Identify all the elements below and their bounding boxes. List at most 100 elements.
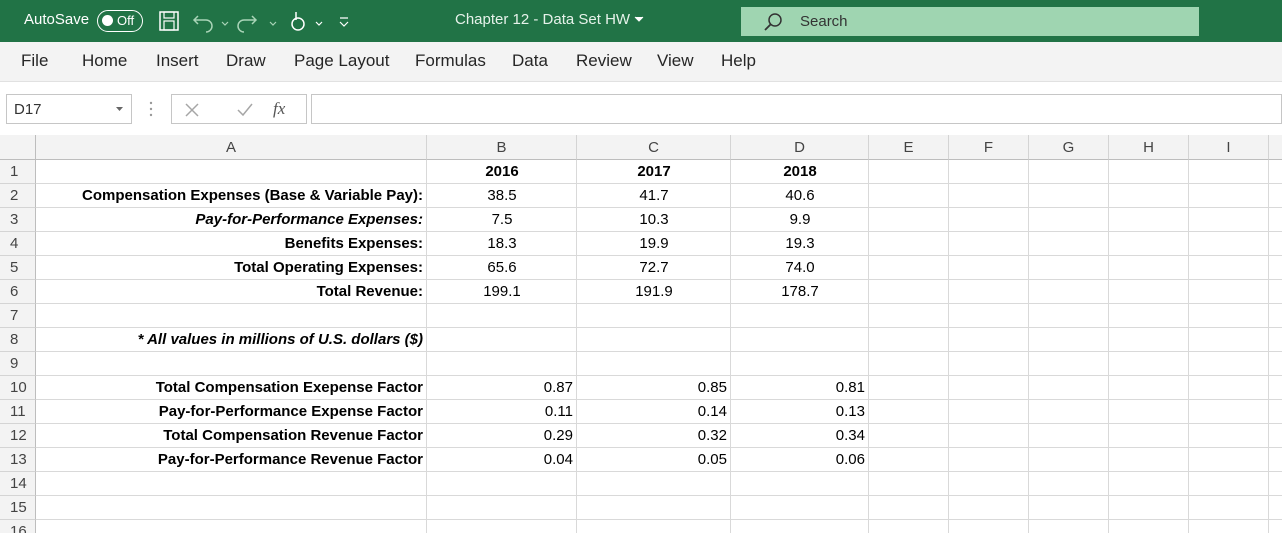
row-header[interactable]: 11 (0, 400, 36, 424)
row-header[interactable]: 8 (0, 328, 36, 352)
cell[interactable]: 74.0 (785, 259, 815, 276)
cell[interactable]: 0.13 (835, 403, 865, 420)
cell[interactable]: 0.04 (543, 451, 573, 468)
ribbon-tab[interactable]: Help (721, 51, 756, 70)
cell[interactable]: 0.06 (835, 451, 865, 468)
row-header[interactable]: 14 (0, 472, 36, 496)
cell[interactable]: Total Revenue: (316, 283, 423, 300)
row-header[interactable]: 10 (0, 376, 36, 400)
search-placeholder: Search (800, 13, 848, 30)
row-header[interactable]: 12 (0, 424, 36, 448)
cell[interactable]: Total Compensation Exepense Factor (155, 379, 423, 396)
cell[interactable]: 41.7 (639, 187, 669, 204)
column-gridline (1268, 160, 1269, 533)
cell[interactable]: 0.34 (835, 427, 865, 444)
cell[interactable]: 0.85 (697, 379, 727, 396)
cell[interactable]: 19.9 (639, 235, 669, 252)
document-title[interactable]: Chapter 12 - Data Set HW (455, 11, 631, 28)
row-gridline (36, 207, 1282, 208)
cell[interactable]: Total Compensation Revenue Factor (163, 427, 423, 444)
cell[interactable]: 7.5 (491, 211, 513, 228)
ribbon-tab[interactable]: Home (82, 51, 128, 70)
toggle-state: Off (117, 13, 135, 28)
column-header[interactable]: D (731, 135, 869, 160)
cell[interactable]: 10.3 (639, 211, 669, 228)
cell[interactable]: 38.5 (487, 187, 517, 204)
cell[interactable]: Pay-for-Performance Expenses: (195, 211, 423, 228)
row-gridline (36, 231, 1282, 232)
cell[interactable]: * All values in millions of U.S. dollars… (137, 331, 423, 348)
search-box[interactable]: Search (741, 7, 1199, 36)
cell[interactable]: 18.3 (487, 235, 517, 252)
ribbon-tab[interactable]: Insert (156, 51, 199, 70)
name-box[interactable]: D17 (6, 94, 132, 124)
row-header[interactable]: 6 (0, 280, 36, 304)
row-gridline (36, 183, 1282, 184)
column-gridline (868, 160, 869, 533)
row-gridline (36, 399, 1282, 400)
cell[interactable]: Pay-for-Performance Revenue Factor (157, 451, 423, 468)
row-header[interactable]: 9 (0, 352, 36, 376)
cell[interactable]: 0.11 (544, 403, 573, 420)
cell[interactable]: 191.9 (635, 283, 673, 300)
column-header[interactable]: G (1029, 135, 1109, 160)
quick-access-icons (159, 11, 349, 33)
column-gridline (576, 160, 577, 533)
cell[interactable]: 2018 (783, 163, 817, 180)
cell[interactable]: 2017 (637, 163, 671, 180)
row-header[interactable]: 1 (0, 160, 36, 184)
column-gridline (426, 160, 427, 533)
cell[interactable]: Pay-for-Performance Expense Factor (158, 403, 423, 420)
column-header[interactable]: F (949, 135, 1029, 160)
cell[interactable]: 2016 (485, 163, 519, 180)
cell[interactable]: 9.9 (789, 211, 811, 228)
cell[interactable]: 72.7 (639, 259, 669, 276)
ribbon-tab[interactable]: Draw (226, 51, 266, 70)
cell[interactable]: 0.87 (543, 379, 573, 396)
ribbon-tab[interactable]: Formulas (415, 51, 486, 70)
insert-function[interactable]: fx (273, 99, 286, 118)
cell[interactable]: 19.3 (785, 235, 815, 252)
column-header[interactable]: A (36, 135, 427, 160)
column-header-filler (1269, 135, 1282, 160)
row-header[interactable]: 4 (0, 232, 36, 256)
cell[interactable]: 199.1 (483, 283, 521, 300)
row-header[interactable]: 2 (0, 184, 36, 208)
cell[interactable]: Compensation Expenses (Base & Variable P… (82, 187, 423, 204)
formula-input[interactable] (311, 94, 1282, 124)
cell[interactable]: 0.32 (697, 427, 727, 444)
ribbon-tab[interactable]: Page Layout (294, 51, 390, 70)
column-header[interactable]: I (1189, 135, 1269, 160)
row-header[interactable]: 15 (0, 496, 36, 520)
ribbon-tab[interactable]: View (657, 51, 694, 70)
cell[interactable]: Total Operating Expenses: (234, 259, 423, 276)
ribbon-tab[interactable]: Data (512, 51, 548, 70)
ribbon-tab[interactable]: File (21, 51, 49, 70)
formula-bar-grip (149, 101, 153, 117)
row-header[interactable]: 5 (0, 256, 36, 280)
row-header[interactable]: 7 (0, 304, 36, 328)
column-gridline (948, 160, 949, 533)
column-header[interactable]: C (577, 135, 731, 160)
cell[interactable]: Benefits Expenses: (284, 235, 423, 252)
row-header[interactable]: 16 (0, 520, 36, 533)
autosave-toggle[interactable]: Off (97, 10, 143, 32)
column-header[interactable]: E (869, 135, 949, 160)
cell[interactable]: 0.14 (697, 403, 727, 420)
ribbon-tab[interactable]: Review (576, 51, 632, 70)
cell[interactable]: 65.6 (487, 259, 517, 276)
toggle-knob (102, 15, 113, 26)
cell[interactable]: 178.7 (781, 283, 819, 300)
column-gridline (1028, 160, 1029, 533)
search-icon (764, 13, 782, 31)
row-header[interactable]: 13 (0, 448, 36, 472)
cell[interactable]: 0.81 (835, 379, 865, 396)
cell[interactable]: 40.6 (785, 187, 815, 204)
cell[interactable]: 0.29 (543, 427, 573, 444)
cell[interactable]: 0.05 (697, 451, 727, 468)
row-header[interactable]: 3 (0, 208, 36, 232)
column-header[interactable]: H (1109, 135, 1189, 160)
column-header[interactable]: B (427, 135, 577, 160)
worksheet: A B C D E F G H I 1 2 3 4 5 6 7 8 9 10 11 12 13 14 15 16 2016 2017… (0, 135, 1282, 533)
